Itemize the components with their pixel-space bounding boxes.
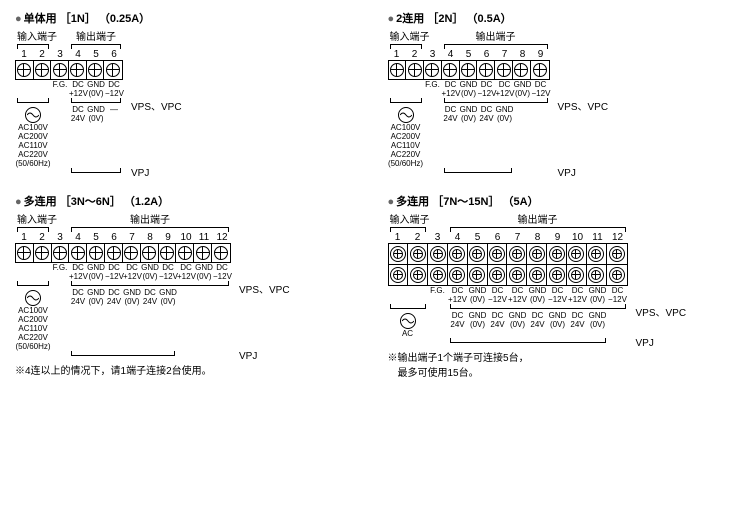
panel-p4: ●多连用 ［7N～15N］ （5A） 输入端子 输出端子 12345678910… — [388, 193, 731, 379]
panel-p2: ●2连用 ［2N］ （0.5A） 输入端子 输出端子 123456789 F.G… — [388, 10, 731, 173]
panel-note: ※4连以上的情况下，请1端子连接2台使用。 — [15, 362, 358, 377]
output-label: 输出端子 — [76, 28, 116, 43]
panel-note: ※输出端子1个端子可连接5台， 最多可使用15台。 — [388, 349, 731, 379]
input-label: 输入端子 — [390, 28, 430, 43]
output-label: 输出端子 — [476, 28, 516, 43]
input-label: 输入端子 — [17, 211, 57, 226]
panel-title: ●2连用 ［2N］ （0.5A） — [388, 10, 731, 26]
input-label: 输入端子 — [17, 28, 57, 43]
input-label: 输入端子 — [390, 211, 430, 226]
panel-p1: ●单体用 ［1N］ （0.25A） 输入端子 输出端子 123456 F.G.D… — [15, 10, 358, 173]
output-label: 输出端子 — [130, 211, 170, 226]
panel-title: ●多连用 ［3N～6N］ （1.2A） — [15, 193, 358, 209]
panel-title: ●多连用 ［7N～15N］ （5A） — [388, 193, 731, 209]
panel-p3: ●多连用 ［3N～6N］ （1.2A） 输入端子 输出端子 1234567891… — [15, 193, 358, 379]
output-label: 输出端子 — [518, 211, 558, 226]
panel-title: ●单体用 ［1N］ （0.25A） — [15, 10, 358, 26]
